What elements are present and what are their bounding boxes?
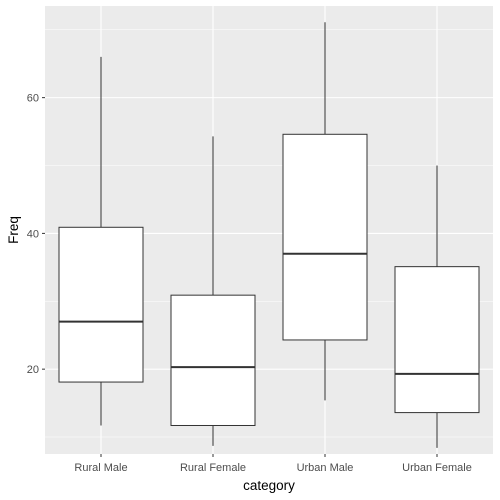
box-body bbox=[170, 294, 256, 426]
x-tick-label: Rural Male bbox=[74, 462, 127, 474]
boxes bbox=[58, 22, 480, 448]
x-tick-label: Urban Male bbox=[297, 462, 354, 474]
x-tick-label: Urban Female bbox=[402, 462, 472, 474]
box-body bbox=[58, 226, 144, 383]
x-axis-title: category bbox=[243, 478, 295, 493]
box-urban-female bbox=[394, 165, 480, 448]
y-tick-label: 60 bbox=[27, 93, 39, 105]
box-body bbox=[282, 133, 368, 341]
y-tick-label: 20 bbox=[27, 364, 39, 376]
axis-ticks: 20 40 60 Rural Male Rural Female Urban Male Ur… bbox=[27, 93, 472, 474]
box-urban-male bbox=[282, 22, 368, 401]
box-rural-male bbox=[58, 56, 144, 426]
box-rural-female bbox=[170, 136, 256, 446]
x-tick-label: Rural Female bbox=[180, 462, 246, 474]
y-axis-title: Freq bbox=[6, 216, 21, 244]
y-tick-label: 40 bbox=[27, 228, 39, 240]
box-body bbox=[394, 266, 480, 414]
